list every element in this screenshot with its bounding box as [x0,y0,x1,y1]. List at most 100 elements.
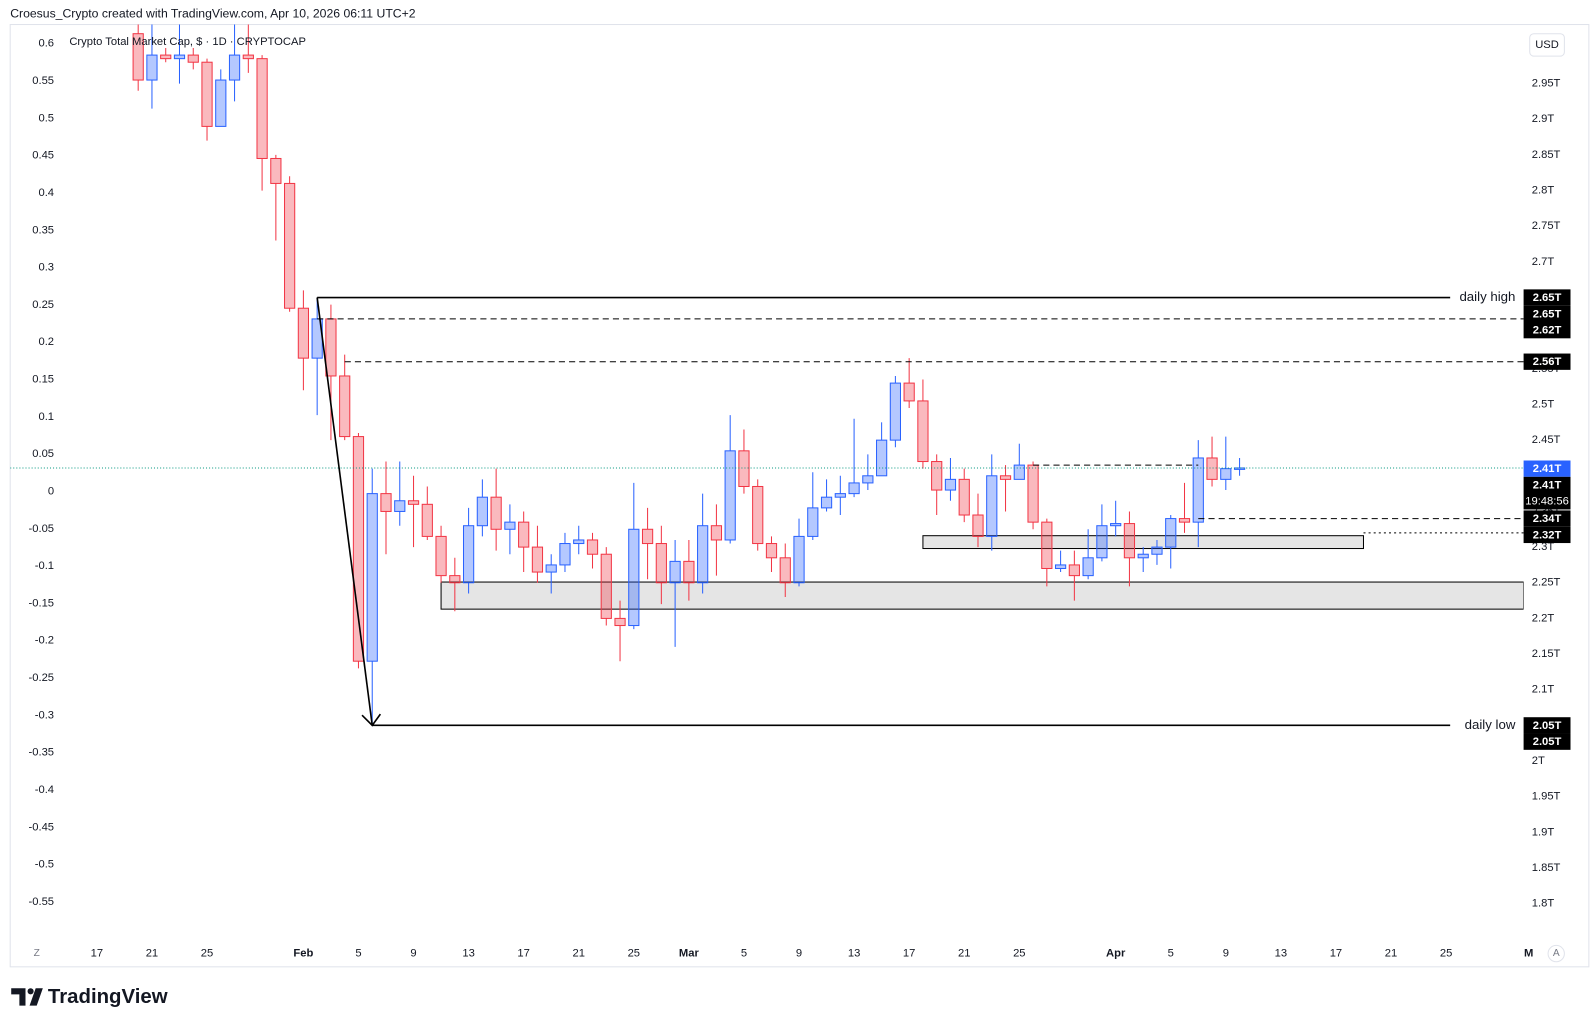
x-tick-label: 9 [410,948,416,960]
currency-label[interactable]: USD [1535,39,1559,51]
currency-box[interactable] [1529,33,1565,57]
logo-slash [29,988,43,1006]
candle-body [834,493,846,498]
y2-tick-label: 0.4 [38,187,54,199]
y-tick-label: 2.2T [1532,612,1555,624]
candle-body [697,525,709,584]
candle-body [628,528,640,627]
y-tick-label: 2.8T [1532,185,1555,197]
candle-body [242,54,254,60]
price-label: 2.65T [1533,308,1562,320]
candle-body [807,507,819,537]
x-tick-label: 17 [517,948,529,960]
y2-tick-label: 0.35 [32,224,54,236]
candle-body [215,79,227,127]
candle-body [793,535,805,584]
y2-tick-label: 0.45 [32,150,54,162]
candle-body [765,543,778,559]
y2-tick-label: -0.2 [35,635,54,647]
y-tick-label: 2.95T [1532,78,1561,90]
currency-button[interactable]: USD [1529,33,1565,57]
candle-body [1220,468,1232,480]
candle-body [862,475,874,484]
x-tick-label: 13 [1275,948,1287,960]
zoom-circle[interactable] [28,945,45,962]
y-tick-label: 2T [1532,755,1545,767]
candle-body [573,539,585,545]
candle-body [160,54,172,60]
y-tick-label: 2.85T [1532,149,1561,161]
candle-body [228,54,241,81]
x-tick-label: Apr [1106,948,1126,960]
candle-body [339,375,351,438]
x-tick-label: 17 [1330,948,1342,960]
candle-body [201,61,213,127]
candle-body [1165,518,1177,548]
x-tick-label: 25 [201,948,213,960]
y-tick-label: 2.75T [1532,220,1561,232]
x-tick-label: 21 [1385,948,1397,960]
x-axis: 17 21 25 Feb 5 9 13 17 21 25 Mar 5 9 13 17 21 25 Apr 5 9 13 1… [91,948,1534,960]
candle-body [435,535,447,577]
price-label-box [1523,510,1571,527]
candle-body [600,553,612,619]
y2-tick-label: 0.1 [38,411,54,423]
price-label-box [1523,305,1571,323]
y2-tick-label: -0.25 [29,672,55,684]
y2-tick-label: 0.55 [32,75,54,87]
y2-tick-label: 0.05 [32,448,54,460]
y-tick-label: 2.3T [1532,541,1555,553]
candle-body [1123,523,1136,559]
candle-body [187,54,199,63]
price-label: 2.32T [1533,529,1562,541]
candle-body [1027,464,1039,523]
x-tick-label: 17 [903,948,915,960]
zone [440,581,1524,610]
auto-button[interactable]: A [1547,944,1565,963]
candle-body [820,496,833,509]
candle-body [545,564,557,573]
logo-text: TradingView [48,986,168,1008]
candle-body [1206,457,1218,480]
x-tick-label: 25 [1013,948,1025,960]
plot-area: daily high daily low [10,24,1524,732]
y2-tick-label: -0.35 [29,747,55,759]
candle-body [146,54,158,81]
y-tick-label: 2.45T [1532,434,1561,446]
candle-body [490,496,502,530]
x-tick-label: 21 [573,948,585,960]
y2-tick-label: 0.25 [32,299,54,311]
logo-dot [27,988,34,995]
x-tick-label: 21 [146,948,158,960]
candle-body [366,493,378,662]
y-tick-label: 2.15T [1532,648,1561,660]
y-tick-label: 2.9T [1532,113,1555,125]
candle-body [284,182,296,309]
x-tick-label: 5 [1168,948,1174,960]
candle-body [462,525,475,584]
auto-circle[interactable] [1547,944,1565,963]
price-label: 2.62T [1533,325,1562,337]
zoom-button[interactable]: Z [28,945,45,962]
candle-body [132,33,144,81]
chart-title: Crypto Total Market Cap, $ · 1D · CRYPTO… [69,36,306,48]
x-tick-label: 17 [91,948,103,960]
price-label: 2.65T [1533,292,1562,304]
y-tick-label: 2.1T [1532,684,1555,696]
candle-body [779,557,791,584]
candle-body [1233,467,1246,470]
candle-body [352,436,365,662]
x-tick-label: Mar [679,948,700,960]
x-tick-label: 25 [628,948,640,960]
y-tick-label: 1.9T [1532,826,1555,838]
price-label-box [1523,717,1571,734]
price-label-box [1523,353,1571,370]
candle-body [1192,457,1204,523]
candle-body [1137,553,1149,559]
zoom-label[interactable]: Z [34,948,40,959]
auto-label[interactable]: A [1553,948,1560,959]
candle-body [986,475,998,537]
y2-tick-label: 0.15 [32,374,54,386]
